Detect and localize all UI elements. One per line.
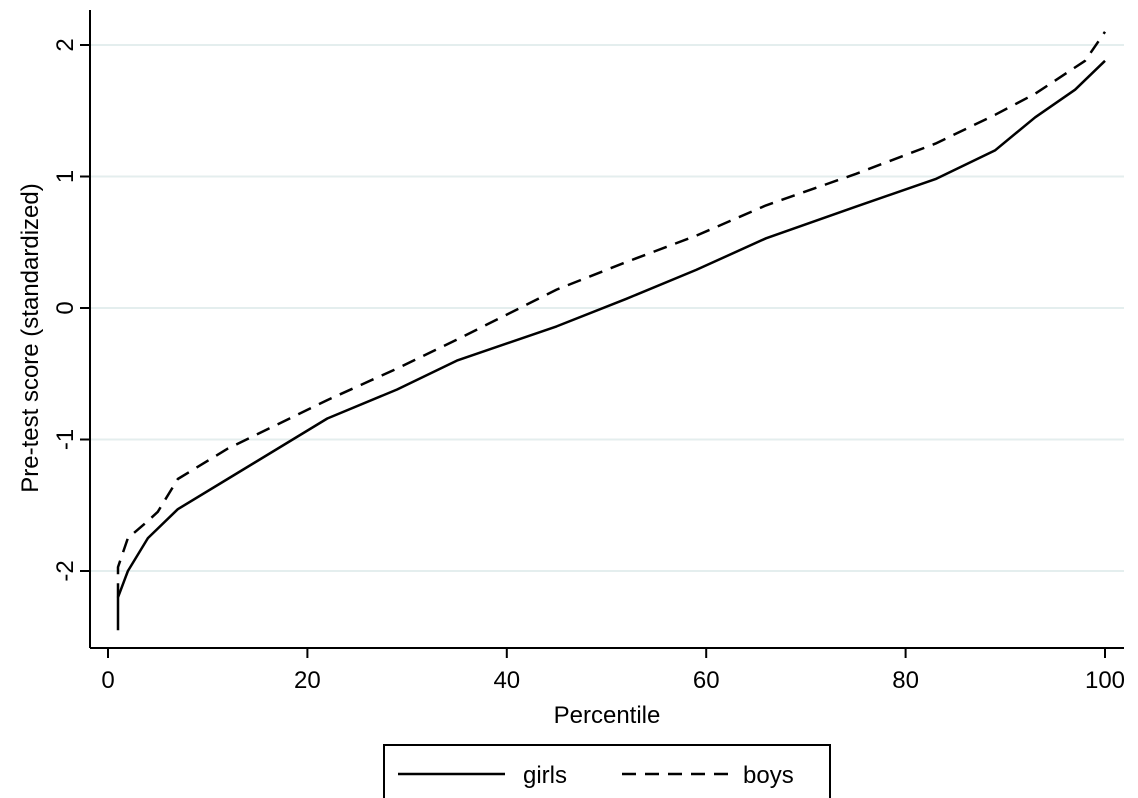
y-axis-title: Pre-test score (standardized) — [17, 183, 44, 492]
y-tick-label-1: 1 — [52, 170, 79, 183]
gridlines — [90, 44, 1124, 572]
y-tick-label-2: 2 — [52, 38, 79, 51]
legend: girls boys — [383, 744, 831, 798]
x-axis-title: Percentile — [554, 702, 661, 729]
y-tick-label--1: -1 — [52, 429, 79, 450]
x-tick-label-80: 80 — [892, 667, 919, 694]
x-tick-label-100: 100 — [1085, 667, 1125, 694]
x-tick-label-40: 40 — [493, 667, 520, 694]
series-line-girls — [116, 59, 1106, 631]
series-lines — [116, 31, 1107, 631]
y-tick-label-0: 0 — [52, 301, 79, 314]
legend-label-boys: boys — [743, 762, 794, 789]
legend-box — [383, 744, 831, 798]
x-tick-label-60: 60 — [693, 667, 720, 694]
x-tick-label-20: 20 — [294, 667, 321, 694]
y-tick-label--2: -2 — [52, 560, 79, 581]
series-line-boys — [116, 31, 1107, 598]
x-tick-label-0: 0 — [101, 667, 114, 694]
legend-label-girls: girls — [523, 762, 567, 789]
